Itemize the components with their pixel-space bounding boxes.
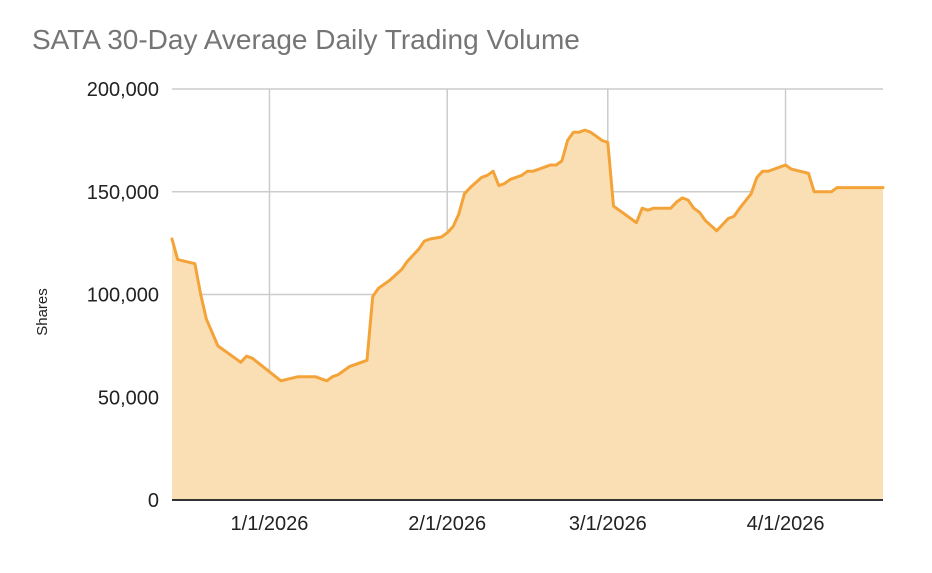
x-tick-label: 4/1/2026 [747,513,825,535]
y-tick-label: 100,000 [87,285,159,307]
y-tick-label: 150,000 [87,182,159,204]
x-tick-label: 2/1/2026 [408,513,486,535]
y-axis-title: Shares [34,288,51,336]
tick-labels: 0 50,000 100,000 150,000 200,000 1/1/2026 2/1/… [87,79,825,535]
x-tick-label: 1/1/2026 [231,513,309,535]
series-line [170,128,885,383]
chart-title: SATA 30-Day Average Daily Trading Volume [32,24,580,55]
series-layer [170,128,885,500]
series-area-fill [172,130,883,500]
y-tick-label: 0 [148,490,159,512]
y-tick-label: 200,000 [87,79,159,101]
x-tick-label: 3/1/2026 [569,513,647,535]
y-tick-label: 50,000 [98,387,159,409]
